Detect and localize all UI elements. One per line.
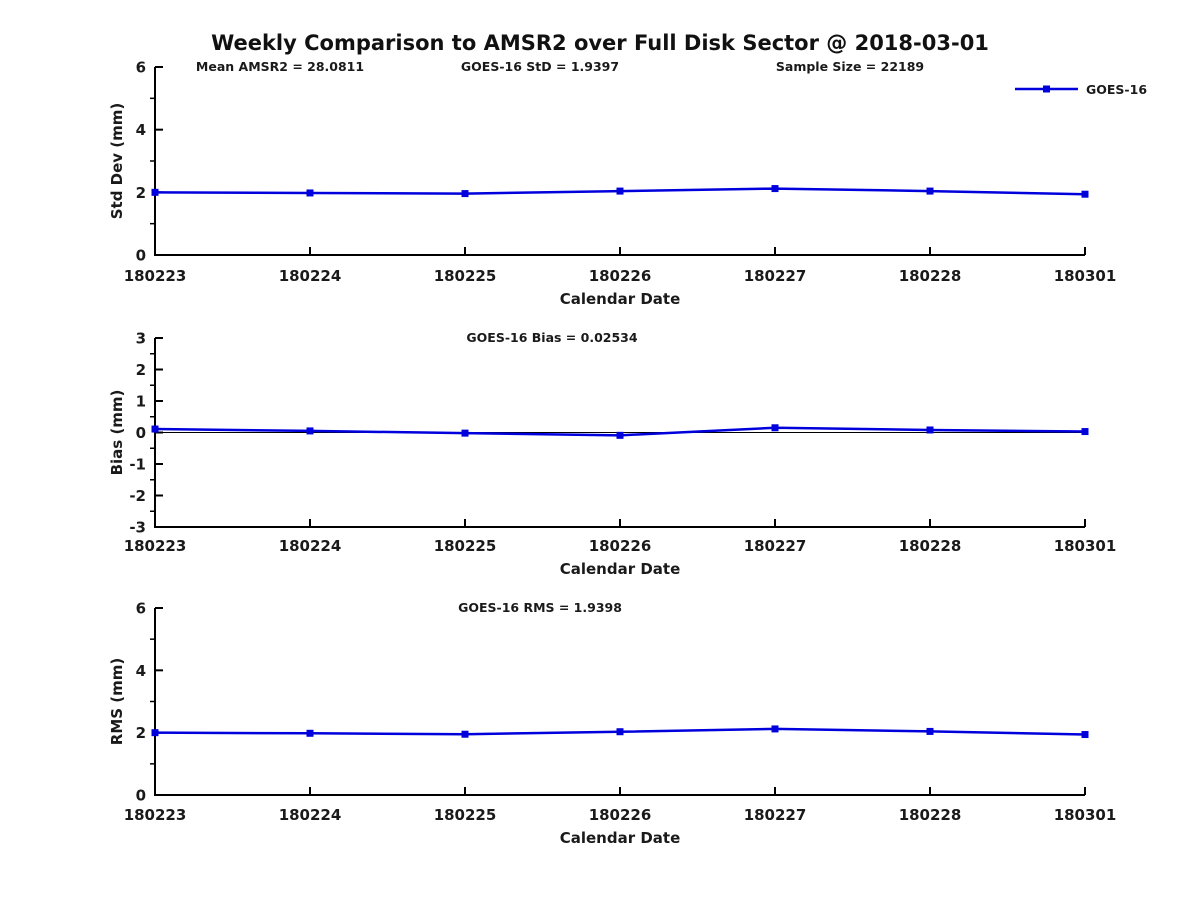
subplot-3-x-tick-label: 180225 <box>434 806 497 824</box>
subplot-2-data-marker <box>616 431 624 439</box>
subplot-2-x-tick-label: 180226 <box>589 537 652 555</box>
subplot-2-data-marker <box>1081 428 1089 436</box>
subplot-3-data-marker <box>151 729 159 737</box>
subplot-1-data-marker <box>926 187 934 195</box>
chart-title: Weekly Comparison to AMSR2 over Full Dis… <box>211 31 989 55</box>
subplot-1-x-tick-label: 180228 <box>899 267 962 285</box>
subplot-2-data-marker <box>151 425 159 433</box>
subplot-2-y-tick-label: 2 <box>136 361 146 379</box>
subplot-2-y-tick-label: -1 <box>129 456 146 474</box>
subplot-1-annotation: GOES-16 StD = 1.9397 <box>461 59 619 74</box>
subplot-3-data-marker <box>616 728 624 736</box>
legend-label: GOES-16 <box>1086 82 1147 97</box>
subplot-1-x-tick-label: 180224 <box>279 267 342 285</box>
subplot-2-y-tick-label: -3 <box>129 519 146 537</box>
subplot-1-data-marker <box>306 189 314 197</box>
subplot-1-data-marker <box>771 185 779 193</box>
subplot-3-x-axis-title: Calendar Date <box>560 829 681 847</box>
subplot-3-data-marker <box>771 725 779 733</box>
subplot-1-annotation: Sample Size = 22189 <box>776 59 924 74</box>
subplot-3-data-marker <box>926 727 934 735</box>
subplot-3-x-tick-label: 180223 <box>124 806 187 824</box>
subplot-3-data-marker <box>461 730 469 738</box>
subplot-3-x-tick-label: 180228 <box>899 806 962 824</box>
subplot-3-data-marker <box>1081 731 1089 739</box>
subplot-1-x-axis-title: Calendar Date <box>560 290 681 308</box>
subplot-1-y-axis-title: Std Dev (mm) <box>108 103 126 220</box>
legend-marker-icon <box>1043 85 1050 93</box>
subplot-1-x-tick-label: 180227 <box>744 267 807 285</box>
subplot-3-annotation: GOES-16 RMS = 1.9398 <box>458 600 622 615</box>
subplot-1-x-tick-label: 180301 <box>1054 267 1117 285</box>
subplot-3-y-tick-label: 4 <box>136 662 146 680</box>
subplot-2-data-marker <box>461 429 469 437</box>
subplot-2-x-tick-label: 180228 <box>899 537 962 555</box>
subplot-3-y-tick-label: 2 <box>136 724 146 742</box>
subplot-3-x-tick-label: 180224 <box>279 806 342 824</box>
subplot-3-data-marker <box>306 729 314 737</box>
subplot-2-x-tick-label: 180223 <box>124 537 187 555</box>
subplot-1-y-tick-label: 6 <box>136 59 146 77</box>
subplot-2-annotation: GOES-16 Bias = 0.02534 <box>466 330 637 345</box>
subplot-2-data-marker <box>306 427 314 435</box>
subplot-2-x-tick-label: 180225 <box>434 537 497 555</box>
subplot-2-data-marker <box>771 424 779 432</box>
subplot-1-data-marker <box>616 187 624 195</box>
subplot-2-x-tick-label: 180224 <box>279 537 342 555</box>
subplot-2-y-tick-label: 0 <box>136 424 146 442</box>
subplot-1-y-tick-label: 4 <box>136 121 146 139</box>
subplot-3-y-axis-title: RMS (mm) <box>108 658 126 745</box>
subplot-3-x-tick-label: 180227 <box>744 806 807 824</box>
subplot-2-y-tick-label: 3 <box>136 330 146 348</box>
subplot-1-x-tick-label: 180226 <box>589 267 652 285</box>
subplot-2-y-tick-label: -2 <box>129 487 146 505</box>
subplot-2-x-tick-label: 180227 <box>744 537 807 555</box>
subplot-2-y-axis-title: Bias (mm) <box>108 390 126 476</box>
subplot-1-x-tick-label: 180225 <box>434 267 497 285</box>
subplot-1-data-marker <box>1081 190 1089 198</box>
subplot-1-y-tick-label: 2 <box>136 184 146 202</box>
subplot-3-y-tick-label: 0 <box>136 787 146 805</box>
subplot-1-annotation: Mean AMSR2 = 28.0811 <box>196 59 364 74</box>
subplot-2-x-tick-label: 180301 <box>1054 537 1117 555</box>
subplot-3-x-tick-label: 180226 <box>589 806 652 824</box>
subplot-3-y-tick-label: 6 <box>136 600 146 618</box>
subplot-1-y-tick-label: 0 <box>136 247 146 265</box>
subplot-2-y-tick-label: 1 <box>136 393 146 411</box>
subplot-1-data-marker <box>461 190 469 198</box>
subplot-1-x-tick-label: 180223 <box>124 267 187 285</box>
subplot-2-data-marker <box>926 426 934 434</box>
subplot-1-data-marker <box>151 188 159 196</box>
subplot-3-x-tick-label: 180301 <box>1054 806 1117 824</box>
subplot-2-x-axis-title: Calendar Date <box>560 560 681 578</box>
